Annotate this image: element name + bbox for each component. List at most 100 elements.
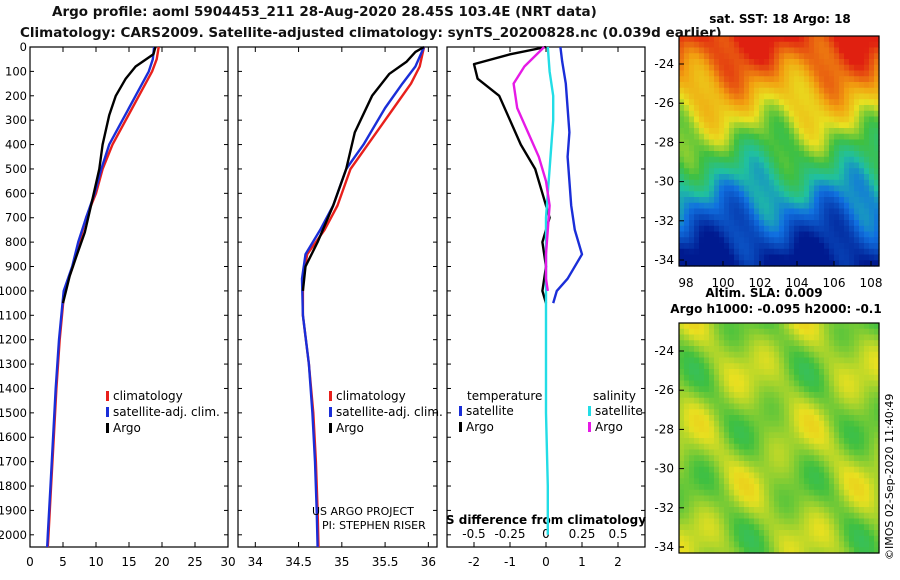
heatmap-cell — [864, 128, 870, 135]
heatmap-cell — [814, 455, 820, 462]
heatmap-cell — [814, 386, 820, 393]
heatmap-cell — [694, 484, 700, 491]
heatmap-cell — [699, 461, 705, 468]
heatmap-cell — [769, 426, 775, 433]
heatmap-cell — [739, 248, 745, 256]
heatmap-cell — [869, 461, 875, 468]
heatmap-cell — [724, 541, 730, 548]
heatmap-cell — [719, 432, 725, 439]
heatmap-cell — [819, 128, 825, 135]
heatmap-cell — [709, 495, 715, 502]
heatmap-cell — [794, 145, 800, 152]
heatmap-cell — [844, 197, 850, 204]
heatmap-cell — [849, 438, 855, 445]
heatmap-cell — [789, 47, 795, 54]
heatmap-cell — [849, 47, 855, 54]
heatmap-cell — [829, 438, 835, 445]
heatmap-cell — [764, 162, 770, 169]
y-tick-label: 1200 — [0, 333, 27, 347]
heatmap-cell — [734, 64, 740, 72]
heatmap-cell — [844, 76, 850, 83]
heatmap-cell — [774, 133, 780, 141]
heatmap-cell — [809, 426, 815, 433]
heatmap-cell — [679, 53, 685, 60]
heatmap-cell — [724, 214, 730, 221]
heatmap-cell — [679, 461, 685, 468]
heatmap-cell — [859, 151, 865, 158]
heatmap-cell — [844, 87, 850, 95]
heatmap-cell — [759, 374, 765, 382]
heatmap-cell — [824, 36, 830, 43]
heatmap-cell — [804, 426, 810, 433]
heatmap-cell — [714, 208, 720, 215]
heatmap-cell — [799, 260, 805, 267]
heatmap-cell — [764, 449, 770, 456]
heatmap-cell — [689, 87, 695, 95]
heatmap-cell — [854, 225, 860, 233]
heatmap-cell — [759, 409, 765, 416]
heatmap-cell — [869, 64, 875, 72]
heatmap-cell — [699, 93, 705, 100]
heatmap-cell — [834, 455, 840, 462]
heatmap-cell — [739, 328, 745, 336]
heatmap-cell — [849, 374, 855, 382]
heatmap-cell — [784, 392, 790, 399]
heatmap-cell — [814, 484, 820, 491]
heatmap-cell — [734, 346, 740, 353]
heatmap-cell — [864, 541, 870, 548]
x-tick-label: 5 — [59, 555, 67, 569]
heatmap-cell — [759, 76, 765, 83]
heatmap-cell — [769, 191, 775, 198]
heatmap-cell — [814, 174, 820, 181]
heatmap-cell — [779, 357, 785, 364]
heatmap-cell — [819, 87, 825, 95]
heatmap-cell — [869, 518, 875, 525]
heatmap-cell — [859, 432, 865, 439]
heatmap-cell — [864, 472, 870, 479]
heatmap-cell — [784, 47, 790, 54]
heatmap-cell — [864, 328, 870, 336]
heatmap-cell — [759, 64, 765, 72]
heatmap-cell — [839, 518, 845, 525]
heatmap-cell — [704, 547, 710, 554]
heatmap-cell — [784, 87, 790, 95]
heatmap-cell — [854, 415, 860, 422]
heatmap-cell — [809, 541, 815, 548]
heatmap-cell — [749, 156, 755, 164]
heatmap-cell — [819, 145, 825, 152]
heatmap-cell — [859, 415, 865, 422]
heatmap-cell — [774, 478, 780, 485]
legend-swatch — [329, 423, 332, 433]
heatmap-cell — [789, 541, 795, 548]
heatmap-cell — [739, 41, 745, 49]
heatmap-cell — [699, 87, 705, 95]
heatmap-cell — [794, 151, 800, 158]
heatmap-cell — [749, 53, 755, 60]
heatmap-cell — [684, 174, 690, 181]
heatmap-cell — [719, 541, 725, 548]
heatmap-cell — [684, 501, 690, 508]
heatmap-cell — [829, 386, 835, 393]
heatmap-cell — [834, 191, 840, 198]
y-tick-label: 1300 — [0, 357, 27, 371]
heatmap-cell — [794, 374, 800, 382]
heatmap-cell — [744, 76, 750, 83]
heatmap-cell — [824, 535, 830, 543]
heatmap-cell — [819, 225, 825, 233]
heatmap-cell — [834, 346, 840, 353]
heatmap-cell — [869, 369, 875, 376]
heatmap-cell — [769, 334, 775, 341]
heatmap-cell — [704, 105, 710, 112]
heatmap-cell — [819, 466, 825, 474]
heatmap-cell — [834, 82, 840, 89]
heatmap-cell — [859, 466, 865, 474]
heatmap-cell — [849, 449, 855, 456]
heatmap-cell — [679, 99, 685, 106]
heatmap-cell — [869, 455, 875, 462]
heatmap-cell — [739, 174, 745, 181]
heatmap-cell — [779, 59, 785, 66]
heatmap-cell — [844, 386, 850, 393]
heatmap-cell — [764, 145, 770, 152]
heatmap-cell — [794, 116, 800, 123]
heatmap-cell — [789, 328, 795, 336]
